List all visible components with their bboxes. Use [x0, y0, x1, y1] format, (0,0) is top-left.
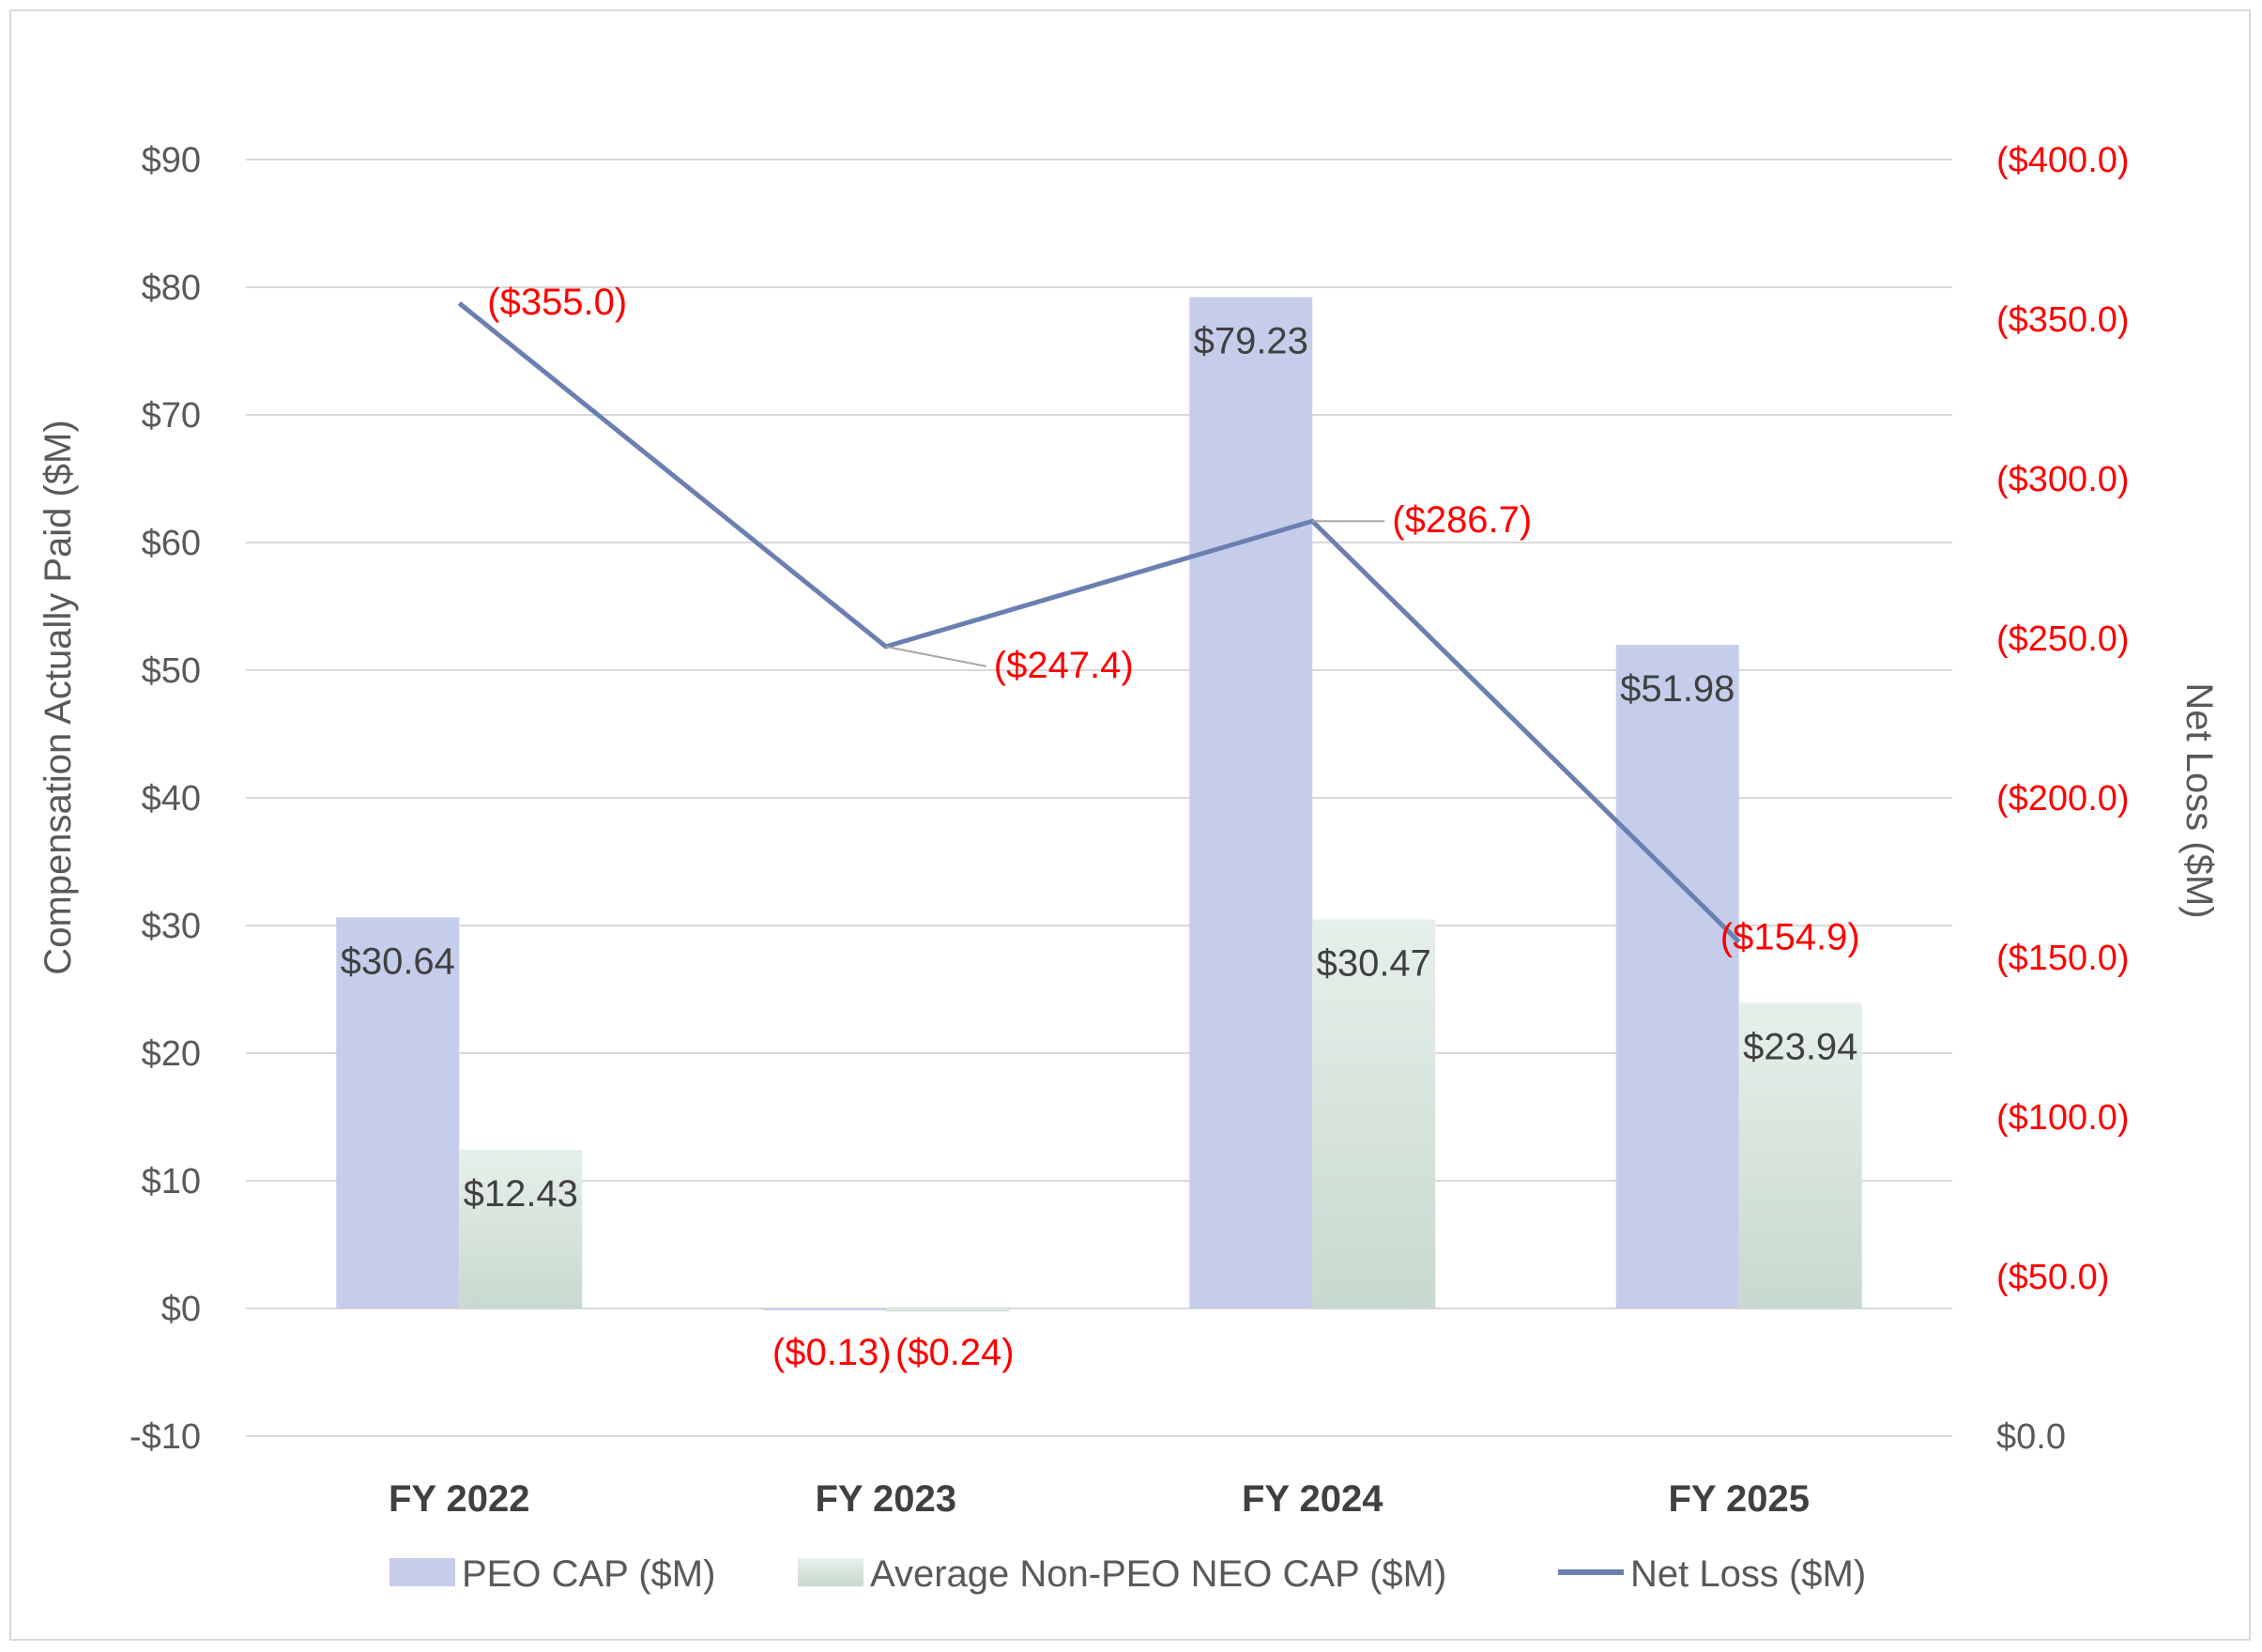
peo-cap-value-label: $30.64	[341, 941, 455, 982]
neo-cap-bar	[1738, 1002, 1862, 1308]
left-tick-label: $20	[142, 1034, 201, 1074]
peo-cap-bar	[762, 1308, 886, 1310]
left-axis-ticks: -$10 $0 $10 $20 $30 $40 $50 $60 $70 $80 $90	[130, 141, 201, 1457]
net-loss-leader-line	[885, 645, 986, 667]
legend-label-peo-cap: PEO CAP ($M)	[462, 1553, 715, 1595]
left-tick-label: $50	[142, 651, 201, 691]
left-tick-label: $70	[142, 396, 201, 436]
right-tick-label: ($400.0)	[1996, 141, 2130, 180]
right-tick-label: ($350.0)	[1996, 300, 2130, 340]
right-tick-label: ($150.0)	[1996, 939, 2130, 978]
bar-labels: $30.64 $12.43 ($0.13) ($0.24) $79.23 $30.47 $5…	[341, 320, 1858, 1373]
neo-cap-value-label: ($0.24)	[895, 1332, 1015, 1373]
right-tick-label: ($50.0)	[1996, 1258, 2109, 1297]
legend-swatch-peo-cap	[390, 1558, 455, 1586]
right-tick-label: ($100.0)	[1996, 1098, 2130, 1138]
category-label: FY 2024	[1242, 1478, 1383, 1520]
legend: PEO CAP ($M) Average Non-PEO NEO CAP ($M)…	[390, 1553, 1866, 1595]
left-tick-label: $90	[142, 141, 201, 180]
category-label: FY 2022	[389, 1478, 530, 1520]
net-loss-value-label: ($247.4)	[994, 645, 1134, 686]
peo-cap-bar	[1615, 645, 1739, 1308]
peo-cap-value-label: $79.23	[1194, 320, 1308, 361]
left-axis-title: Compensation Actually Paid ($M)	[38, 420, 79, 974]
net-loss-value-label: ($286.7)	[1392, 499, 1532, 541]
right-axis-title: Net Loss ($M)	[2178, 682, 2220, 918]
neo-cap-value-label: $23.94	[1743, 1026, 1857, 1067]
peo-cap-bar	[336, 917, 460, 1308]
neo-cap-bar	[885, 1308, 1009, 1312]
legend-label-neo-cap: Average Non-PEO NEO CAP ($M)	[870, 1553, 1446, 1595]
left-tick-label: $0	[161, 1290, 201, 1329]
bars	[336, 297, 1862, 1312]
legend-label-net-loss: Net Loss ($M)	[1630, 1553, 1866, 1595]
net-loss-line	[457, 301, 1741, 944]
right-axis-ticks: $0.0 ($50.0) ($100.0) ($150.0) ($200.0) ($250…	[1996, 141, 2130, 1457]
net-loss-value-label: ($355.0)	[487, 282, 627, 323]
peo-cap-bar	[1189, 297, 1313, 1309]
peo-cap-value-label: $51.98	[1620, 668, 1735, 710]
right-tick-label: ($250.0)	[1996, 620, 2130, 659]
neo-cap-bar	[459, 1149, 583, 1308]
left-tick-label: -$10	[130, 1417, 201, 1457]
category-label: FY 2025	[1669, 1478, 1811, 1520]
chart-frame	[9, 9, 2251, 1641]
neo-cap-value-label: $12.43	[464, 1173, 578, 1215]
category-labels: FY 2022 FY 2023 FY 2024 FY 2025	[389, 1478, 1810, 1520]
right-tick-label: ($300.0)	[1996, 460, 2130, 499]
right-tick-label: ($200.0)	[1996, 779, 2130, 818]
neo-cap-value-label: $30.47	[1317, 943, 1431, 985]
left-tick-label: $40	[142, 779, 201, 818]
category-label: FY 2023	[816, 1478, 957, 1520]
left-tick-label: $30	[142, 907, 201, 946]
legend-swatch-neo-cap	[798, 1558, 864, 1586]
peo-cap-value-label: ($0.13)	[772, 1332, 892, 1373]
net-loss-value-label: ($154.9)	[1720, 916, 1860, 957]
left-tick-label: $60	[142, 524, 201, 563]
net-loss-line-group: ($355.0) ($247.4) ($286.7) ($154.9)	[457, 282, 1860, 957]
right-tick-label: $0.0	[1996, 1417, 2066, 1457]
left-tick-label: $80	[142, 268, 201, 308]
neo-cap-bar	[1312, 919, 1436, 1308]
left-tick-label: $10	[142, 1162, 201, 1201]
